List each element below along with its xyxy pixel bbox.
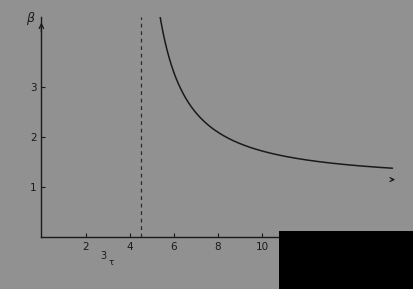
Text: τ: τ xyxy=(108,258,113,267)
Text: β: β xyxy=(26,12,34,25)
Text: 3: 3 xyxy=(100,251,106,261)
